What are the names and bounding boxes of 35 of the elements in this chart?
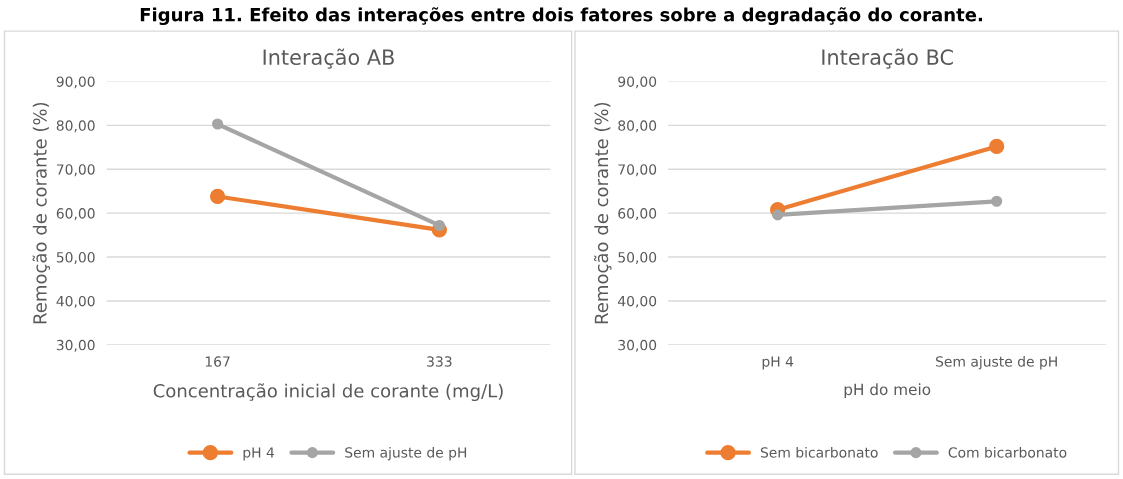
y-tick-label: 50,00	[56, 252, 95, 264]
y-tick-label: 40,00	[56, 295, 95, 308]
y-tick-label: 90,00	[618, 76, 657, 89]
y-axis-title: Remoção de corante (%)	[32, 102, 50, 324]
y-tick-label: 90,00	[56, 76, 95, 89]
point	[433, 219, 445, 232]
point	[209, 188, 226, 205]
y-tick-label: 60,00	[56, 208, 95, 221]
y-tick-label: 40,00	[617, 295, 657, 308]
y-tick-label: 80,00	[618, 120, 657, 133]
y-tick-label: 80,00	[56, 120, 95, 133]
y-tick-label: 30,00	[56, 339, 95, 352]
x-axis-title: pH do meio	[844, 383, 931, 399]
legend-label: Com bicarbonato	[948, 446, 1067, 458]
y-tick-label: 50,00	[618, 252, 657, 264]
point	[989, 138, 1005, 155]
x-tick-label: 167	[205, 356, 230, 367]
point	[212, 118, 224, 130]
chart-title: Interação BC	[822, 48, 953, 69]
legend-label: Sem ajuste de pH	[345, 446, 467, 461]
y-tick-label: 60,00	[618, 208, 657, 221]
y-tick-label: 70,00	[56, 164, 95, 177]
y-axis-title: Remoção de corante (%)	[593, 102, 612, 324]
x-tick-label: 333	[427, 356, 452, 367]
x-tick-label: pH 4	[762, 356, 794, 370]
point	[772, 209, 784, 221]
point	[991, 195, 1003, 207]
text: Figura 11. Efeito das interações entre dois fatores sobre a degradação do corante.	[140, 7, 982, 26]
legend-label: Sem bicarbonato	[760, 446, 878, 458]
x-tick-label: Sem ajuste de pH	[936, 355, 1057, 370]
y-tick-label: 30,00	[618, 339, 657, 352]
legend-label: pH 4	[243, 447, 275, 461]
x-axis-title: Concentração inicial de corante (mg/L)	[153, 383, 503, 402]
chart-title: Interação AB	[263, 48, 394, 69]
y-tick-label: 70,00	[618, 164, 657, 177]
